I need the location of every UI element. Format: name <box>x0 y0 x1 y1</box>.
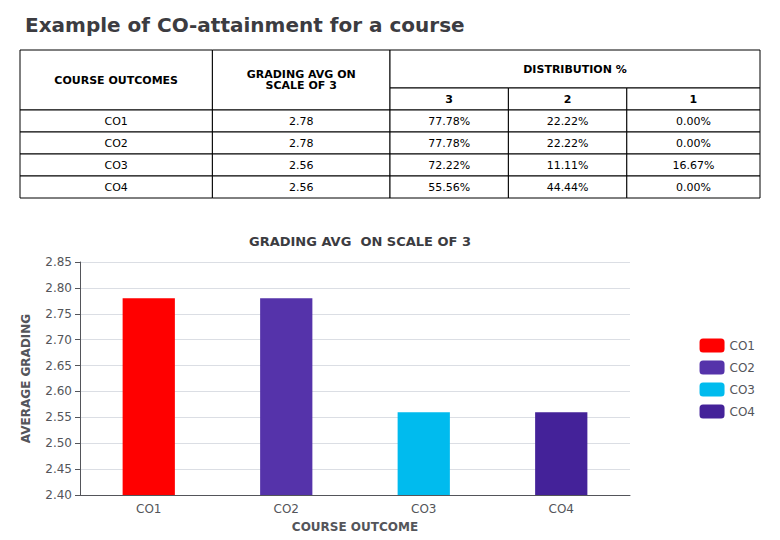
svg-text:2.65: 2.65 <box>45 359 72 373</box>
svg-text:2: 2 <box>564 93 572 106</box>
svg-text:16.67%: 16.67% <box>672 159 714 172</box>
svg-text:77.78%: 77.78% <box>428 115 470 128</box>
svg-text:CO1: CO1 <box>730 339 755 353</box>
svg-text:2.70: 2.70 <box>45 333 72 347</box>
svg-text:22.22%: 22.22% <box>547 115 589 128</box>
svg-text:2.56: 2.56 <box>289 159 314 172</box>
svg-text:2.56: 2.56 <box>289 181 314 194</box>
svg-text:CO2: CO2 <box>730 361 755 375</box>
svg-text:2.85: 2.85 <box>45 255 72 269</box>
svg-text:COURSE OUTCOMES: COURSE OUTCOMES <box>54 74 178 87</box>
svg-text:2.50: 2.50 <box>45 436 72 450</box>
svg-text:11.11%: 11.11% <box>547 159 589 172</box>
svg-text:CO2: CO2 <box>274 502 299 516</box>
svg-text:GRADING AVG ON SCALE OF 3: GRADING AVG ON SCALE OF 3 <box>249 234 471 249</box>
svg-text:0.00%: 0.00% <box>676 115 711 128</box>
svg-text:CO3: CO3 <box>730 383 755 397</box>
svg-text:AVERAGE GRADING: AVERAGE GRADING <box>19 314 33 443</box>
svg-text:55.56%: 55.56% <box>428 181 470 194</box>
svg-text:COURSE OUTCOME: COURSE OUTCOME <box>292 520 418 534</box>
svg-text:CO4: CO4 <box>730 405 755 419</box>
svg-text:22.22%: 22.22% <box>547 137 589 150</box>
svg-text:0.00%: 0.00% <box>676 137 711 150</box>
svg-text:72.22%: 72.22% <box>428 159 470 172</box>
svg-text:2.75: 2.75 <box>45 307 72 321</box>
svg-text:2.55: 2.55 <box>45 410 72 424</box>
svg-text:Example of CO-attainment for a: Example of CO-attainment for a course <box>25 13 465 37</box>
svg-text:CO1: CO1 <box>136 502 161 516</box>
svg-text:44.44%: 44.44% <box>547 181 589 194</box>
svg-text:1: 1 <box>690 93 698 106</box>
svg-text:2.60: 2.60 <box>45 384 72 398</box>
svg-text:CO2: CO2 <box>105 137 128 150</box>
svg-text:CO1: CO1 <box>105 115 128 128</box>
svg-text:77.78%: 77.78% <box>428 137 470 150</box>
svg-text:0.00%: 0.00% <box>676 181 711 194</box>
svg-text:CO4: CO4 <box>549 502 574 516</box>
svg-text:SCALE OF 3: SCALE OF 3 <box>266 79 337 92</box>
svg-text:2.78: 2.78 <box>289 115 314 128</box>
svg-text:CO3: CO3 <box>411 502 436 516</box>
svg-text:CO3: CO3 <box>105 159 128 172</box>
svg-text:DISTRIBUTION %: DISTRIBUTION % <box>523 63 627 76</box>
svg-text:2.80: 2.80 <box>45 281 72 295</box>
svg-text:2.40: 2.40 <box>45 488 72 502</box>
svg-text:2.45: 2.45 <box>45 462 72 476</box>
svg-text:3: 3 <box>445 93 453 106</box>
svg-text:CO4: CO4 <box>105 181 128 194</box>
svg-text:2.78: 2.78 <box>289 137 314 150</box>
svg-text:GRADING AVG ON: GRADING AVG ON <box>246 68 356 81</box>
